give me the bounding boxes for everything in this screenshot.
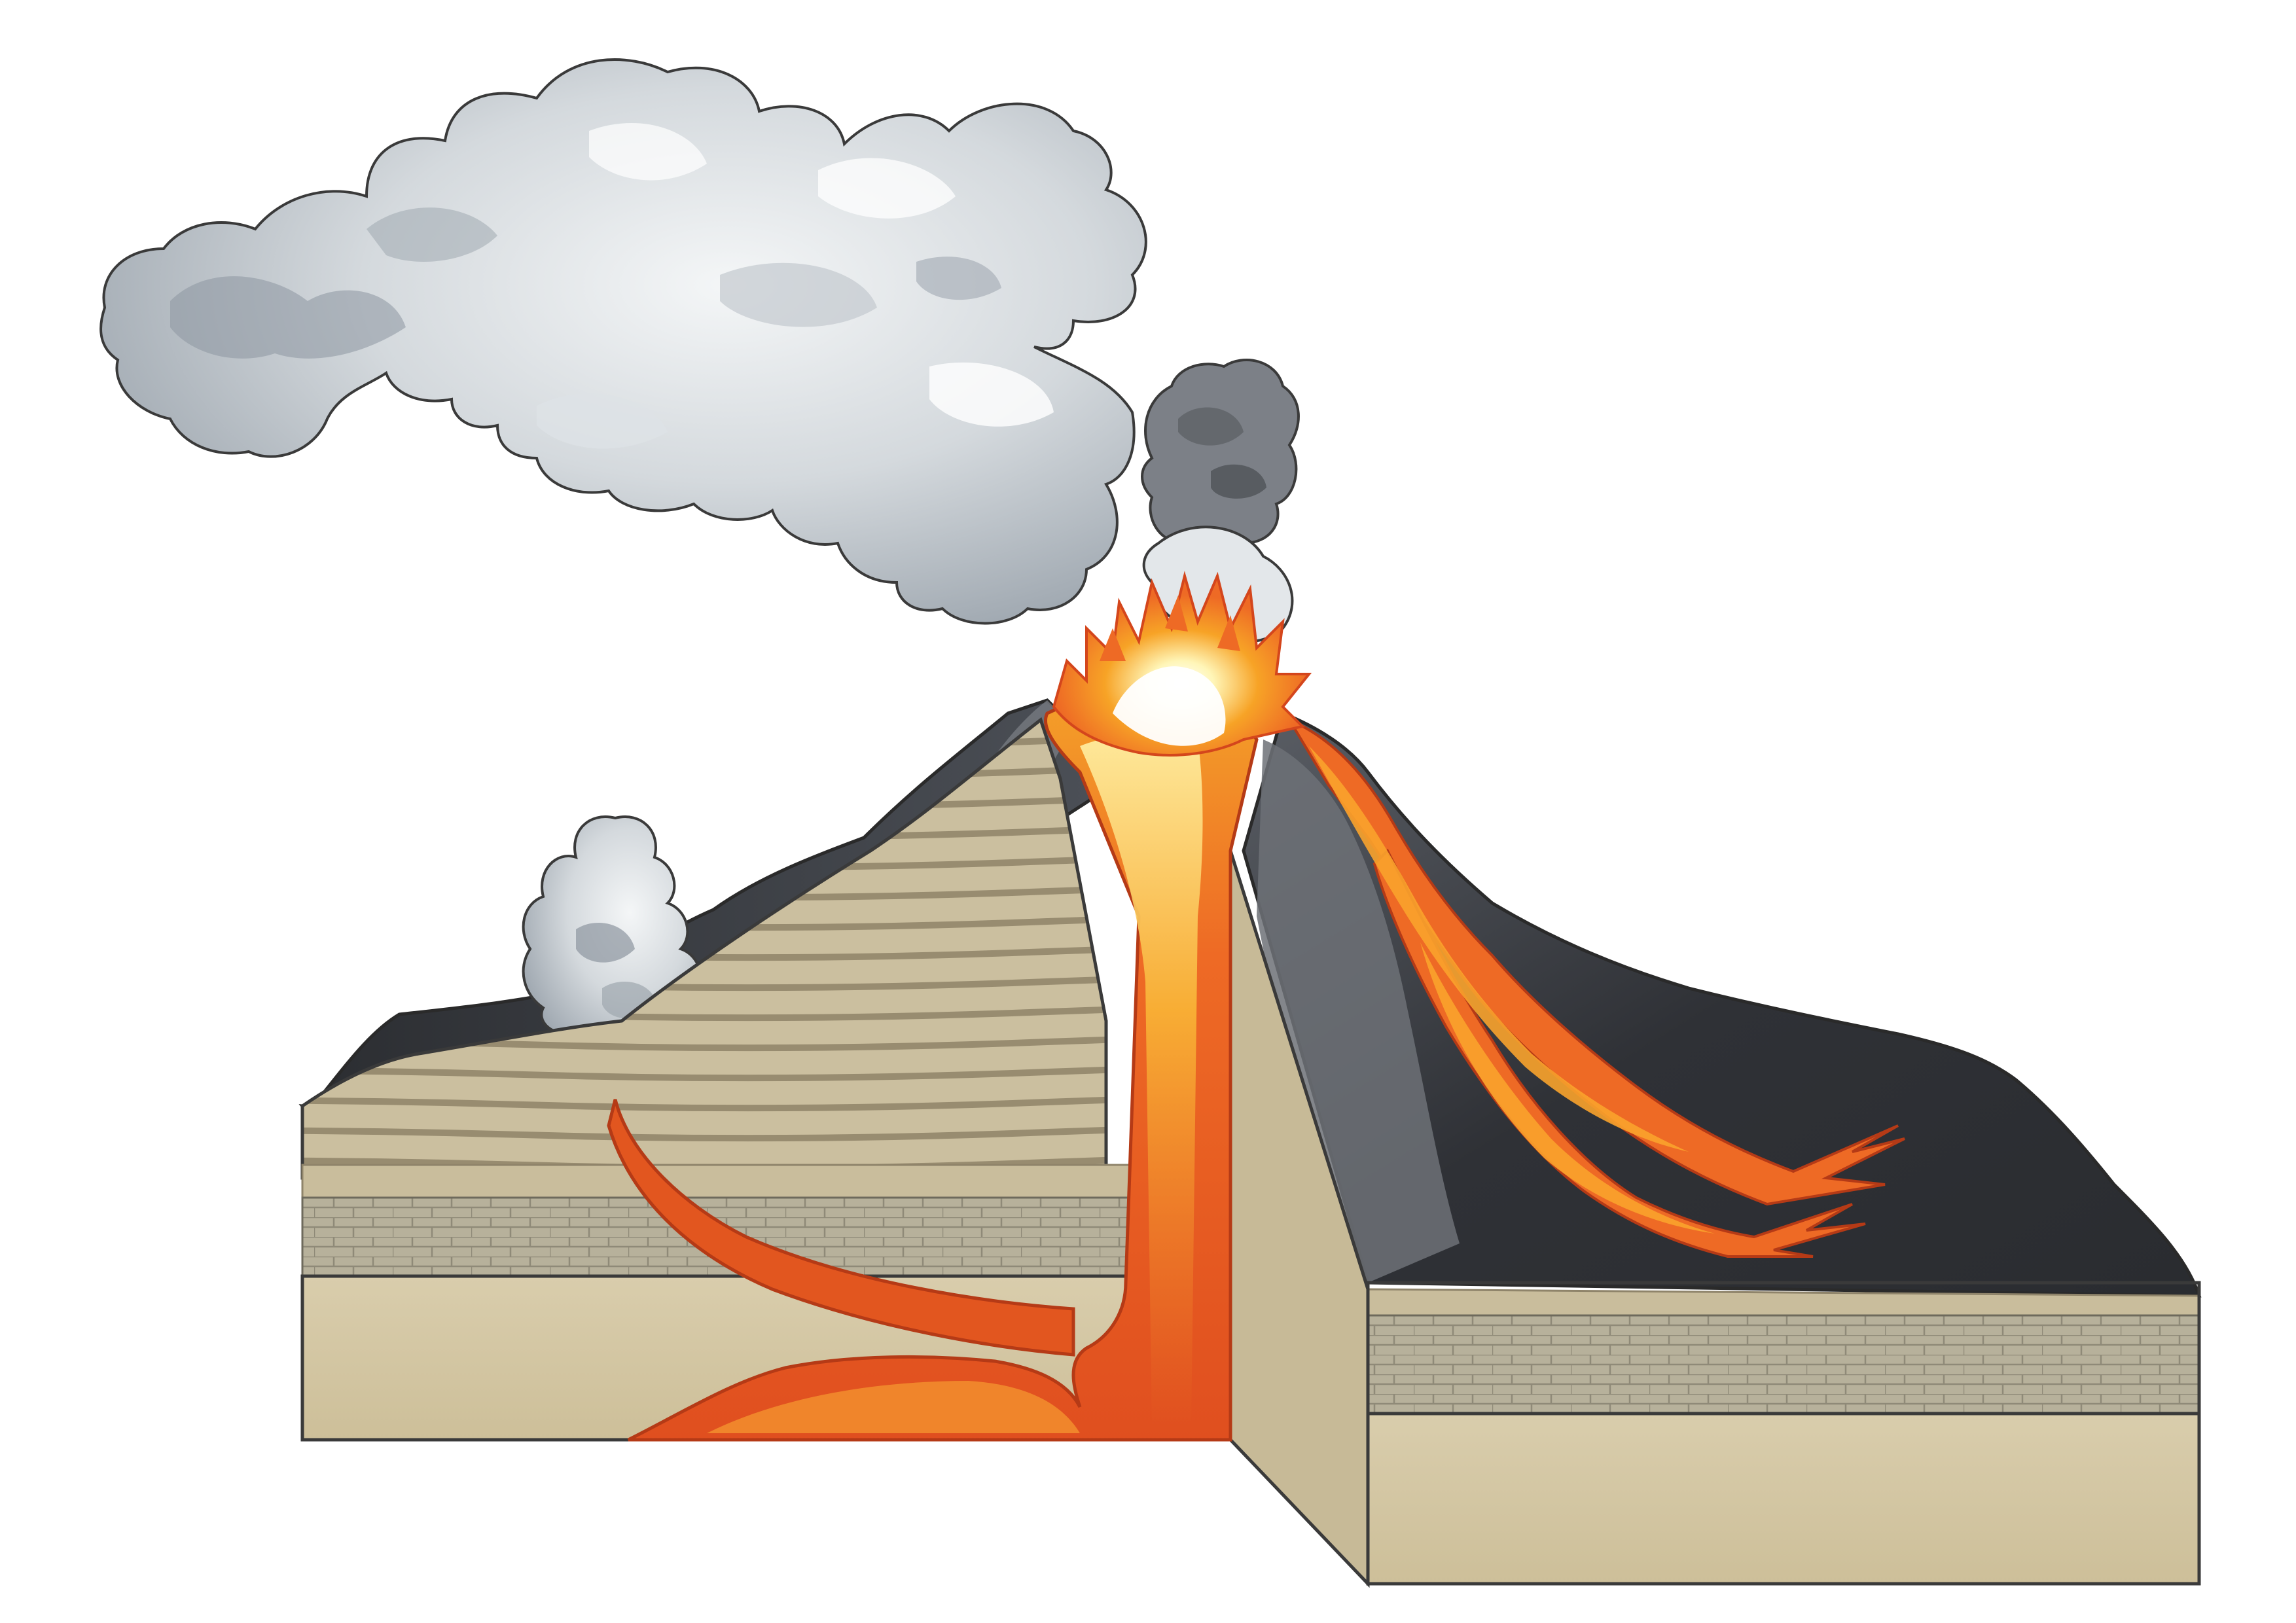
eruption-burst <box>1052 571 1312 757</box>
smoke-plume <box>99 58 1147 625</box>
magma-system <box>607 692 1259 1442</box>
ground-cross-section-right <box>1229 850 2201 1588</box>
lava-flows <box>1286 717 1905 1258</box>
ground-cross-section-left <box>300 717 1232 1442</box>
